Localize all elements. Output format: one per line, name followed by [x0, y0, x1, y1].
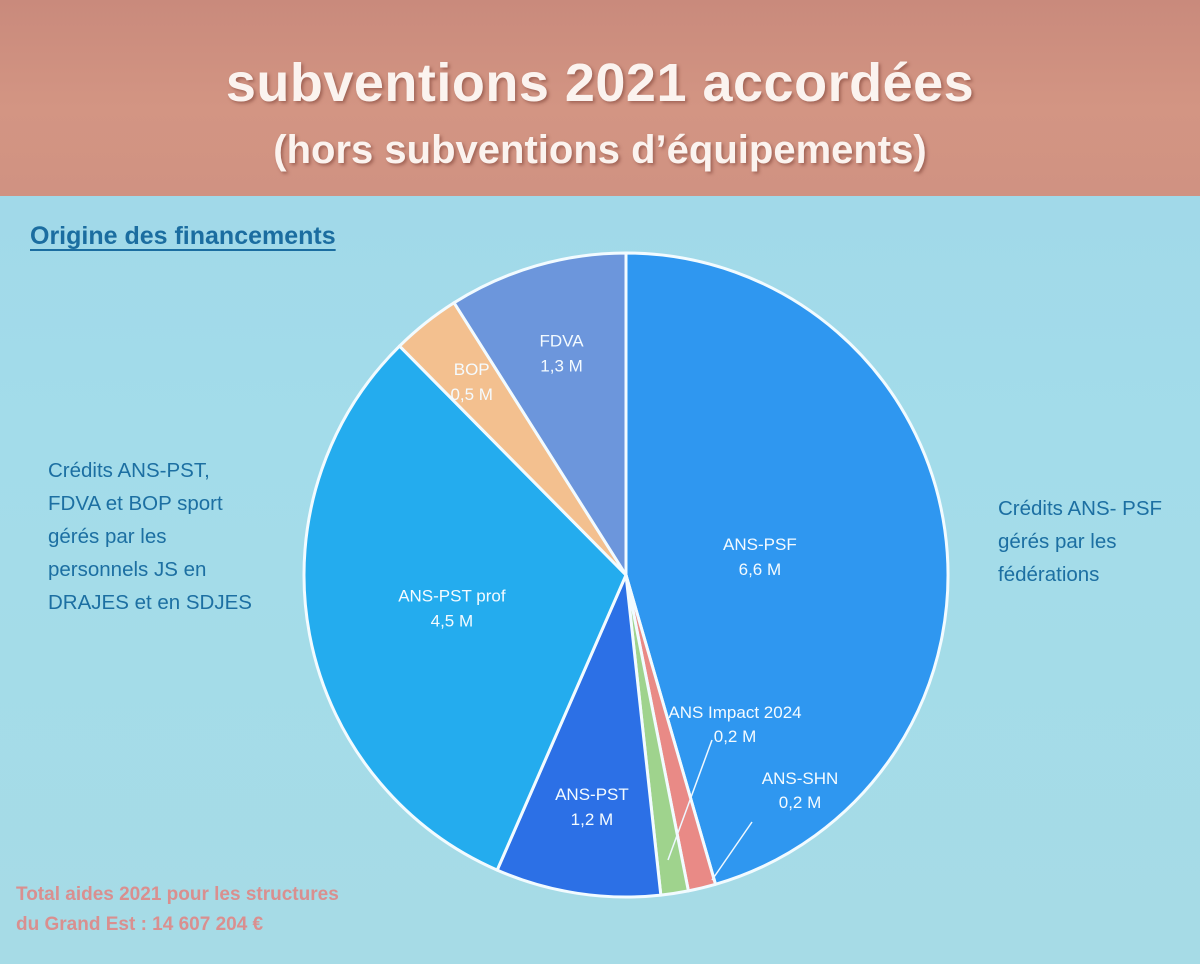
- pie-leader-line-ans-shn: [711, 821, 753, 881]
- right-annotation-line: Crédits ANS- PSF: [998, 497, 1163, 520]
- pie-label-ans-psf: ANS-PSF 6,6 M: [723, 535, 797, 579]
- section-heading: Origine des financements: [30, 222, 336, 250]
- pie-leader-line-ans-impact-2024: [667, 739, 713, 861]
- pie-label-fdva: FDVA 1,3 M: [540, 331, 585, 375]
- pie-label-ans-pst-prof: ANS-PST prof 4,5 M: [398, 586, 506, 630]
- pie-slice-fdva: [452, 251, 628, 577]
- left-annotation: Crédits ANS-PST, FDVA et BOP sport gérés…: [48, 454, 308, 619]
- right-annotation-line: gérés par les: [998, 530, 1117, 553]
- pie-label-ans-pst: ANS-PST 1,2 M: [555, 785, 629, 829]
- pie-slice-ans-psf: [624, 251, 950, 886]
- pie-slice-ans-pst-prof: [302, 344, 628, 872]
- slide-subtitle: (hors subventions d’équipements): [273, 128, 927, 172]
- left-annotation-line: DRAJES et en SDJES: [48, 591, 252, 614]
- total-note-line: Total aides 2021 pour les structures: [16, 884, 339, 905]
- pie-label-ans-shn: ANS-SHN 0,2 M: [762, 769, 839, 812]
- pie-label-bop: BOP 0,5 M: [450, 360, 493, 404]
- left-annotation-line: FDVA et BOP sport: [48, 492, 223, 515]
- left-annotation-line: gérés par les: [48, 525, 167, 548]
- left-annotation-line: personnels JS en: [48, 558, 207, 581]
- pie-label-ans-impact-2024: ANS Impact 2024 0,2 M: [668, 703, 801, 746]
- right-annotation-line: fédérations: [998, 563, 1100, 586]
- slide-header: subventions 2021 accordées (hors subvent…: [0, 0, 1200, 196]
- total-note-line: du Grand Est : 14 607 204 €: [16, 914, 264, 935]
- left-annotation-line: Crédits ANS-PST,: [48, 459, 210, 482]
- slide-title: subventions 2021 accordées: [225, 53, 975, 113]
- pie-slice-ans-pst: [495, 573, 663, 899]
- total-note: Total aides 2021 pour les structures du …: [16, 880, 436, 940]
- right-annotation: Crédits ANS- PSF gérés par les fédératio…: [998, 492, 1198, 591]
